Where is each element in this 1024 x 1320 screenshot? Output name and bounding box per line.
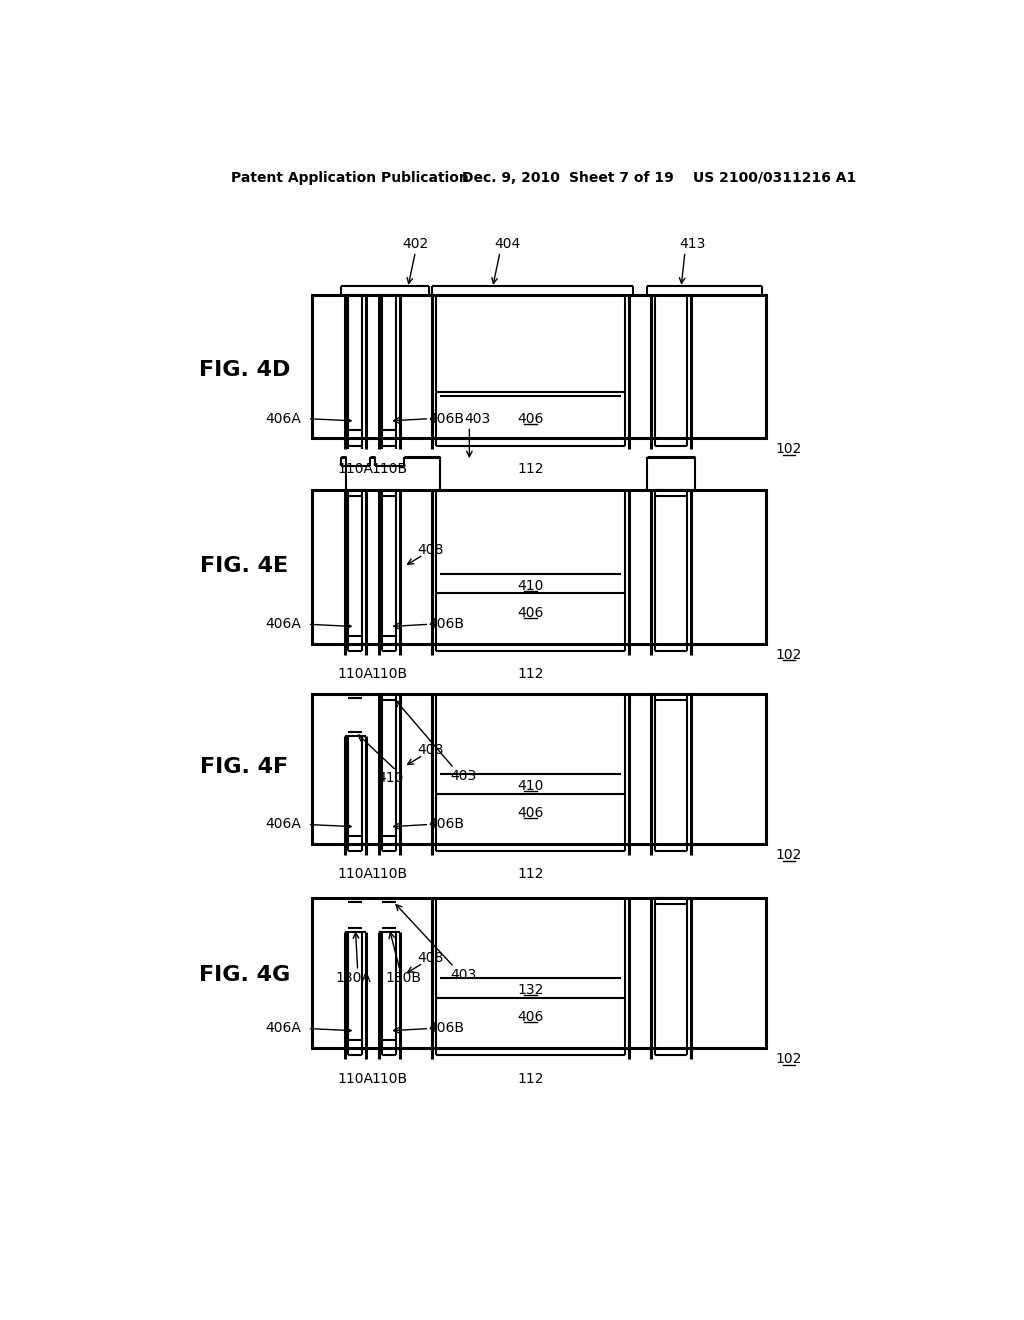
Text: 403: 403 [451,770,476,783]
Bar [311,490,766,644]
Text: 102: 102 [776,648,802,663]
Text: 110A: 110A [337,462,374,475]
Text: 410: 410 [517,578,544,593]
Text: FIG. 4G: FIG. 4G [199,965,290,985]
Text: FIG. 4F: FIG. 4F [201,756,289,776]
Text: 102: 102 [776,442,802,457]
Text: 132: 132 [517,983,544,997]
Text: 406B: 406B [429,1022,465,1035]
Bar [311,693,766,843]
Text: 406: 406 [517,606,544,619]
Text: 406B: 406B [429,817,465,832]
Text: 410: 410 [517,779,544,793]
Text: 112: 112 [517,462,544,475]
Text: 413: 413 [680,236,706,251]
Text: 406: 406 [517,412,544,425]
Text: 403: 403 [464,412,490,425]
Text: US 2100/0311216 A1: US 2100/0311216 A1 [692,170,856,185]
Text: 102: 102 [776,849,802,862]
Text: 406A: 406A [265,817,301,832]
Text: Dec. 9, 2010: Dec. 9, 2010 [462,170,559,185]
Text: 403: 403 [451,968,476,982]
Text: 110B: 110B [372,462,408,475]
Text: 112: 112 [517,1072,544,1085]
Text: 130B: 130B [386,972,422,986]
Text: 406A: 406A [265,412,301,425]
Text: 110B: 110B [372,668,408,681]
Text: 110B: 110B [372,1072,408,1085]
Text: 110A: 110A [337,1072,374,1085]
Text: 408: 408 [418,950,444,965]
Text: 130A: 130A [336,972,372,986]
Text: 410: 410 [378,771,404,785]
Text: 406: 406 [517,807,544,820]
Text: Sheet 7 of 19: Sheet 7 of 19 [569,170,674,185]
Text: 406B: 406B [429,412,465,425]
Text: 402: 402 [402,236,429,251]
Text: 408: 408 [418,543,444,557]
Text: 110A: 110A [337,867,374,882]
Text: Patent Application Publication: Patent Application Publication [230,170,468,185]
Text: 102: 102 [776,1052,802,1067]
Text: 408: 408 [418,743,444,756]
Text: 404: 404 [495,236,521,251]
Text: 406A: 406A [265,1022,301,1035]
Text: 112: 112 [517,867,544,882]
Text: 112: 112 [517,668,544,681]
Text: 110A: 110A [337,668,374,681]
Text: 406: 406 [517,1010,544,1024]
Text: FIG. 4E: FIG. 4E [201,557,289,577]
Text: FIG. 4D: FIG. 4D [199,360,290,380]
Text: 406A: 406A [265,618,301,631]
Bar [311,296,766,438]
Text: 406B: 406B [429,618,465,631]
Text: 110B: 110B [372,867,408,882]
Bar [311,898,766,1048]
